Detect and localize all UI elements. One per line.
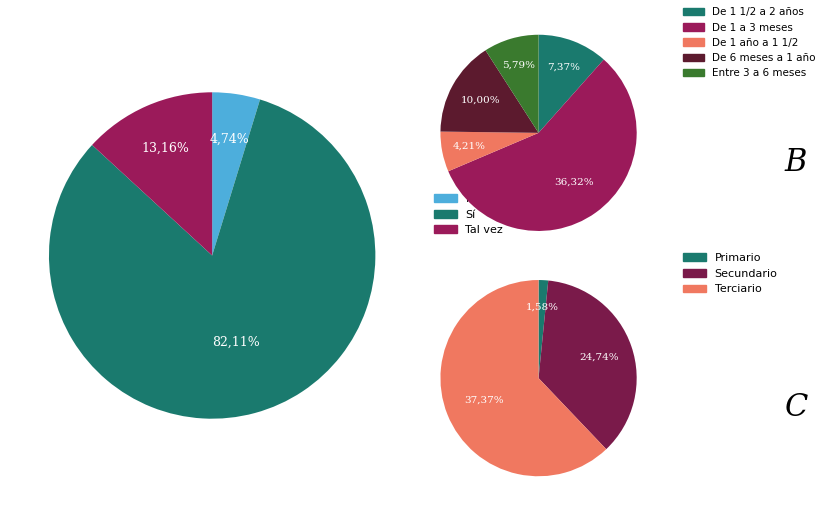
Legend: Primario, Secundario, Terciario: Primario, Secundario, Terciario bbox=[679, 249, 782, 299]
Text: 7,37%: 7,37% bbox=[548, 62, 580, 72]
Text: 4,21%: 4,21% bbox=[453, 142, 486, 151]
Wedge shape bbox=[441, 131, 539, 171]
Wedge shape bbox=[92, 92, 212, 256]
Legend: No, Sí, Tal vez: No, Sí, Tal vez bbox=[430, 190, 508, 240]
Text: 36,32%: 36,32% bbox=[554, 178, 594, 187]
Text: C: C bbox=[784, 392, 808, 423]
Wedge shape bbox=[448, 60, 636, 231]
Wedge shape bbox=[486, 35, 539, 133]
Text: 4,74%: 4,74% bbox=[210, 133, 250, 146]
Text: 82,11%: 82,11% bbox=[211, 336, 259, 349]
Legend: De 1 1/2 a 2 años, De 1 a 3 meses, De 1 año a 1 1/2, De 6 meses a 1 año, Entre 3: De 1 1/2 a 2 años, De 1 a 3 meses, De 1 … bbox=[679, 3, 816, 82]
Wedge shape bbox=[441, 50, 539, 133]
Text: A: A bbox=[479, 313, 500, 344]
Text: 10,00%: 10,00% bbox=[460, 96, 500, 105]
Text: 37,37%: 37,37% bbox=[464, 396, 503, 405]
Text: 13,16%: 13,16% bbox=[141, 142, 188, 154]
Wedge shape bbox=[441, 280, 606, 476]
Wedge shape bbox=[212, 92, 260, 256]
Wedge shape bbox=[539, 35, 604, 133]
Text: 5,79%: 5,79% bbox=[502, 61, 535, 69]
Wedge shape bbox=[49, 100, 375, 419]
Text: B: B bbox=[785, 147, 807, 178]
Wedge shape bbox=[539, 281, 636, 449]
Text: 24,74%: 24,74% bbox=[579, 353, 619, 362]
Wedge shape bbox=[539, 280, 548, 378]
Text: 1,58%: 1,58% bbox=[526, 303, 559, 312]
